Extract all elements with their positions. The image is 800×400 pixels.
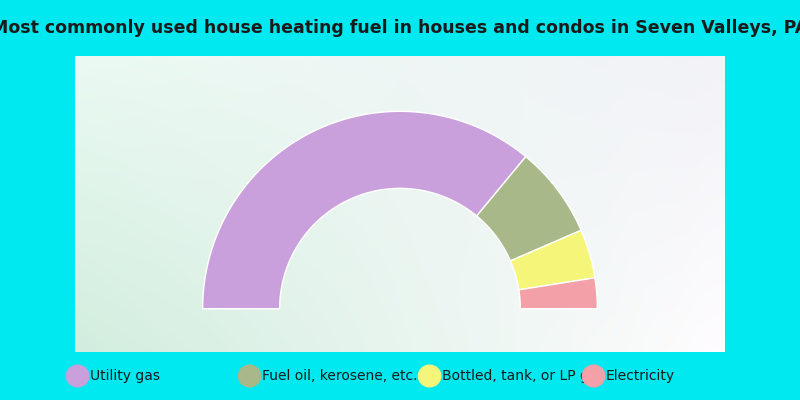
Text: Electricity: Electricity	[606, 369, 674, 383]
Ellipse shape	[582, 365, 605, 387]
Polygon shape	[477, 157, 581, 261]
Text: Utility gas: Utility gas	[90, 369, 160, 383]
Polygon shape	[202, 111, 526, 309]
Ellipse shape	[66, 365, 89, 387]
Polygon shape	[519, 278, 598, 309]
Text: Most commonly used house heating fuel in houses and condos in Seven Valleys, PA: Most commonly used house heating fuel in…	[0, 19, 800, 37]
Text: Fuel oil, kerosene, etc.: Fuel oil, kerosene, etc.	[262, 369, 417, 383]
Polygon shape	[510, 230, 595, 290]
Ellipse shape	[238, 365, 261, 387]
Text: Bottled, tank, or LP gas: Bottled, tank, or LP gas	[442, 369, 604, 383]
Ellipse shape	[418, 365, 441, 387]
